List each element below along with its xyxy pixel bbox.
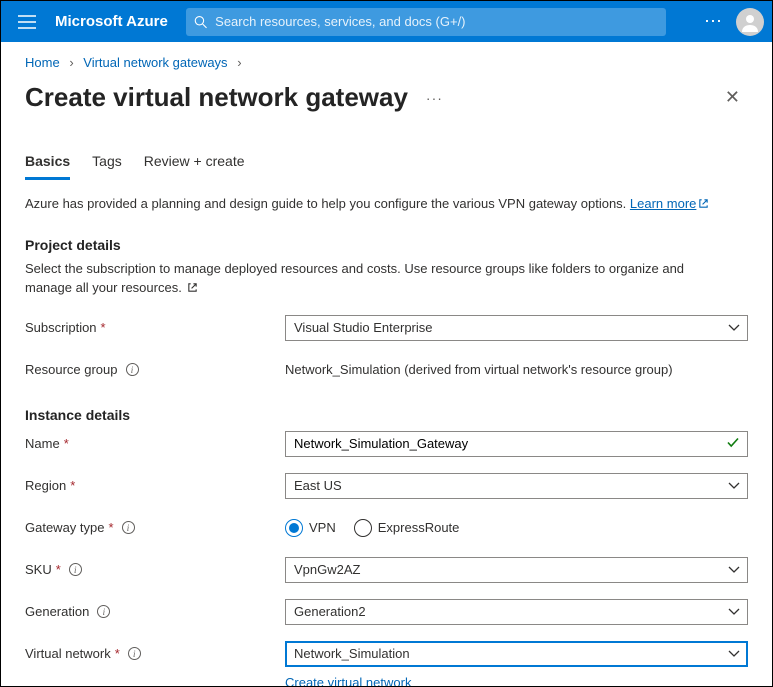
- page-title: Create virtual network gateway: [25, 82, 408, 113]
- external-link-icon[interactable]: [187, 279, 198, 299]
- generation-value: Generation2: [294, 604, 366, 619]
- learn-more-link[interactable]: Learn more: [630, 196, 696, 211]
- chevron-down-icon: [728, 324, 740, 332]
- virtual-network-value: Network_Simulation: [294, 646, 410, 661]
- chevron-down-icon: [728, 566, 740, 574]
- virtual-network-select[interactable]: Network_Simulation: [285, 641, 748, 667]
- top-nav-bar: Microsoft Azure ⋯: [1, 1, 772, 42]
- info-icon[interactable]: i: [69, 563, 82, 576]
- chevron-down-icon: [728, 608, 740, 616]
- page-more-icon[interactable]: ···: [426, 90, 443, 106]
- subscription-select[interactable]: Visual Studio Enterprise: [285, 315, 748, 341]
- brand-label[interactable]: Microsoft Azure: [55, 13, 168, 30]
- info-icon[interactable]: i: [97, 605, 110, 618]
- gateway-type-label: Gateway type* i: [25, 520, 285, 535]
- name-input-wrapper: [285, 431, 748, 457]
- name-input[interactable]: [294, 436, 719, 451]
- subscription-label: Subscription*: [25, 320, 285, 335]
- hamburger-menu-icon[interactable]: [9, 4, 45, 40]
- global-search-input[interactable]: [215, 14, 658, 29]
- region-value: East US: [294, 478, 342, 493]
- create-virtual-network-link[interactable]: Create virtual network: [285, 675, 411, 687]
- gateway-type-vpn-label: VPN: [309, 520, 336, 535]
- form-tabs: Basics Tags Review + create: [25, 153, 748, 180]
- person-icon: [740, 12, 760, 32]
- subscription-value: Visual Studio Enterprise: [294, 320, 433, 335]
- breadcrumb-home[interactable]: Home: [25, 55, 60, 70]
- intro-text-span: Azure has provided a planning and design…: [25, 196, 630, 211]
- sku-select[interactable]: VpnGw2AZ: [285, 557, 748, 583]
- check-icon: [726, 435, 740, 452]
- breadcrumb: Home › Virtual network gateways ›: [25, 55, 748, 70]
- chevron-down-icon: [728, 482, 740, 490]
- generation-select[interactable]: Generation2: [285, 599, 748, 625]
- info-icon[interactable]: i: [126, 363, 139, 376]
- sku-label: SKU* i: [25, 562, 285, 577]
- region-select[interactable]: East US: [285, 473, 748, 499]
- sku-value: VpnGw2AZ: [294, 562, 360, 577]
- tab-review[interactable]: Review + create: [144, 153, 245, 180]
- intro-text: Azure has provided a planning and design…: [25, 194, 748, 215]
- project-details-desc-text: Select the subscription to manage deploy…: [25, 261, 684, 296]
- name-label: Name*: [25, 436, 285, 451]
- search-icon: [194, 15, 207, 29]
- global-search[interactable]: [186, 8, 666, 36]
- external-link-icon: [698, 195, 709, 215]
- user-avatar[interactable]: [736, 8, 764, 36]
- breadcrumb-vng[interactable]: Virtual network gateways: [83, 55, 227, 70]
- gateway-type-radiogroup: VPN ExpressRoute: [285, 519, 748, 537]
- instance-details-heading: Instance details: [25, 407, 748, 423]
- info-icon[interactable]: i: [128, 647, 141, 660]
- resource-group-label: Resource group i: [25, 362, 285, 377]
- close-icon[interactable]: ✕: [717, 83, 748, 112]
- gateway-type-expressroute-radio[interactable]: ExpressRoute: [354, 519, 460, 537]
- resource-group-value: Network_Simulation (derived from virtual…: [285, 362, 673, 377]
- generation-label: Generation i: [25, 604, 285, 619]
- more-actions-icon[interactable]: ⋯: [704, 11, 724, 32]
- virtual-network-label: Virtual network* i: [25, 646, 285, 661]
- chevron-right-icon: ›: [237, 55, 241, 70]
- region-label: Region*: [25, 478, 285, 493]
- tab-tags[interactable]: Tags: [92, 153, 122, 180]
- project-details-desc: Select the subscription to manage deploy…: [25, 259, 725, 299]
- project-details-heading: Project details: [25, 237, 748, 253]
- info-icon[interactable]: i: [122, 521, 135, 534]
- chevron-down-icon: [728, 650, 740, 658]
- gateway-type-er-label: ExpressRoute: [378, 520, 460, 535]
- tab-basics[interactable]: Basics: [25, 153, 70, 180]
- chevron-right-icon: ›: [69, 55, 73, 70]
- gateway-type-vpn-radio[interactable]: VPN: [285, 519, 336, 537]
